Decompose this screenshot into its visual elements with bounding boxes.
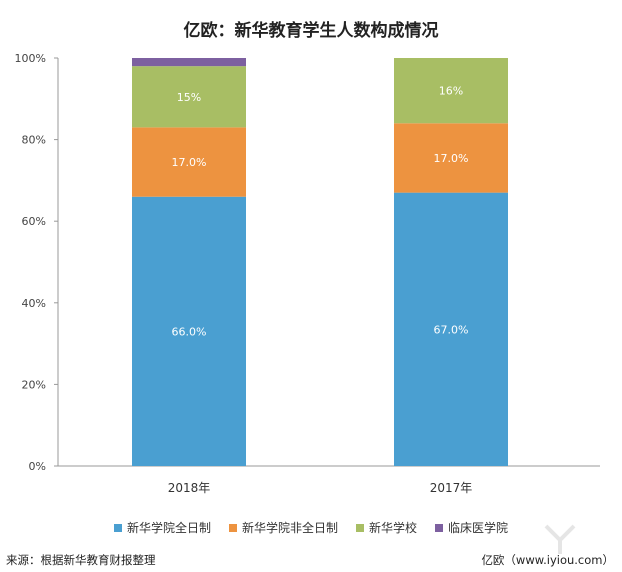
legend-swatch	[356, 523, 364, 532]
bar-segment-2018年-新华学校	[132, 66, 246, 128]
bar-segment-2017年-新华学校	[394, 58, 508, 124]
legend-item: 新华学院全日制	[113, 519, 211, 536]
bar-segment-2017年-新华学院全日制	[394, 192, 508, 466]
legend-label: 新华学校	[369, 521, 418, 535]
credit-note: 亿欧（www.iyiou.com）	[481, 553, 614, 567]
bar-segment-2018年-新华学院全日制	[132, 196, 246, 466]
data-label: 67.0%	[434, 323, 469, 336]
legend-swatch	[228, 523, 237, 532]
watermark-logo	[544, 524, 576, 554]
legend-label: 新华学院全日制	[126, 521, 211, 535]
y-tick-label: 60%	[22, 215, 46, 228]
chart-title: 亿欧：新华教育学生人数构成情况	[183, 21, 439, 41]
bar-segment-2018年-新华学院非全日制	[132, 127, 246, 197]
legend-label: 新华学院非全日制	[241, 521, 338, 535]
bar-segment-2018年-临床医学院	[132, 58, 246, 67]
source-note: 来源：根据新华教育财报整理	[6, 553, 156, 567]
legend-swatch	[435, 523, 444, 532]
y-tick-label: 0%	[29, 460, 46, 473]
x-tick-label: 2018年	[168, 481, 211, 495]
legend-item: 新华学校	[356, 519, 417, 536]
y-tick-label: 40%	[22, 297, 46, 310]
legend-item: 新华学院非全日制	[228, 519, 338, 536]
legend-item: 临床医学院	[435, 519, 508, 536]
legend: 新华学院全日制 新华学院非全日制 新华学校 临床医学院	[0, 519, 622, 536]
x-tick-label: 2017年	[430, 481, 473, 495]
y-tick-label: 100%	[15, 52, 46, 65]
y-tick-label: 80%	[22, 134, 46, 147]
legend-swatch	[113, 523, 122, 532]
data-label: 17.0%	[434, 152, 469, 165]
data-label: 15%	[177, 91, 201, 104]
data-label: 16%	[439, 85, 463, 98]
y-tick-label: 20%	[22, 378, 46, 391]
bar-segment-2017年-新华学院非全日制	[394, 123, 508, 193]
data-label: 66.0%	[172, 325, 207, 338]
legend-label: 临床医学院	[448, 521, 509, 535]
data-label: 17.0%	[172, 156, 207, 169]
stacked-bar-chart: 0% 20% 40% 60% 80% 100% 66.0% 17.0% 15% 2018年 67.0…	[15, 52, 600, 495]
